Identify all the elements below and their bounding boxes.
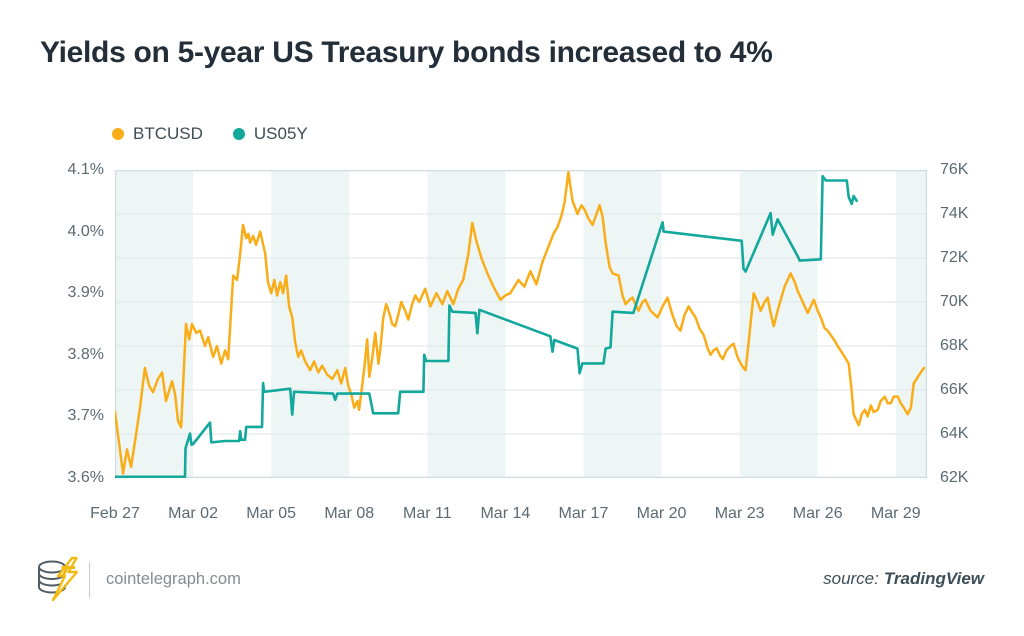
footer-divider bbox=[89, 562, 90, 598]
legend-item-btcusd: BTCUSD bbox=[112, 124, 203, 144]
btcusd-series-dot-icon bbox=[112, 128, 124, 140]
right-axis-tick-label: 66K bbox=[940, 381, 969, 398]
plot-band bbox=[661, 170, 740, 478]
legend-label-us05y: US05Y bbox=[253, 124, 308, 143]
series-line-us05y bbox=[115, 174, 858, 478]
x-axis-tick-label: Mar 02 bbox=[168, 505, 218, 522]
plot-band bbox=[349, 170, 428, 478]
x-axis-tick-label: Mar 26 bbox=[792, 505, 843, 522]
chart-legend: BTCUSD US05Y bbox=[112, 124, 324, 144]
series-line-btcusd bbox=[115, 170, 926, 475]
chart-title: Yields on 5-year US Treasury bonds incre… bbox=[40, 36, 773, 69]
plot-band bbox=[817, 170, 896, 478]
right-axis-tick-label: 76K bbox=[940, 161, 969, 178]
x-axis-tick-label: Mar 23 bbox=[714, 505, 765, 522]
x-axis-tick-label: Mar 17 bbox=[558, 505, 609, 522]
right-axis-tick-label: 70K bbox=[940, 293, 969, 310]
x-axis-tick-label: Mar 11 bbox=[402, 505, 452, 522]
x-axis-tick-label: Mar 14 bbox=[480, 505, 531, 522]
right-axis-tick-label: 68K bbox=[940, 337, 969, 354]
x-axis-tick-label: Mar 20 bbox=[636, 505, 687, 522]
x-axis-tick-label: Feb 27 bbox=[90, 505, 140, 522]
source-name: TradingView bbox=[883, 569, 984, 588]
right-axis-tick-label: 72K bbox=[940, 249, 969, 266]
legend-item-us05y: US05Y bbox=[232, 124, 308, 144]
plot-band bbox=[271, 170, 350, 478]
left-axis-tick-label: 4.1% bbox=[67, 161, 104, 178]
plot-area bbox=[115, 170, 927, 478]
left-axis-tick-label: 3.7% bbox=[67, 407, 104, 425]
right-axis-tick-label: 62K bbox=[940, 469, 969, 486]
plot-border bbox=[115, 170, 927, 478]
left-axis-tick-label: 3.9% bbox=[67, 284, 104, 302]
us05y-series-dot-icon bbox=[232, 128, 245, 140]
legend-label-btcusd: BTCUSD bbox=[133, 124, 203, 143]
x-axis-tick-label: Mar 08 bbox=[324, 505, 375, 522]
right-axis-tick-label: 74K bbox=[940, 205, 969, 222]
footer-site-label: cointelegraph.com bbox=[106, 570, 241, 588]
plot-band bbox=[193, 170, 272, 478]
plot-band bbox=[583, 170, 662, 478]
cointelegraph-logo-icon bbox=[36, 556, 82, 607]
left-axis-tick-label: 3.6% bbox=[67, 469, 104, 486]
source-credit: source: TradingView bbox=[823, 569, 984, 589]
right-axis-tick-label: 64K bbox=[940, 425, 969, 442]
left-axis-tick-label: 4.0% bbox=[67, 222, 104, 240]
left-axis-tick-label: 3.8% bbox=[67, 345, 104, 363]
plot-band bbox=[895, 170, 927, 478]
x-axis-tick-label: Mar 05 bbox=[246, 505, 297, 522]
plot-band bbox=[115, 170, 194, 478]
x-axis-tick-label: Mar 29 bbox=[870, 505, 921, 522]
plot-band bbox=[427, 170, 506, 478]
source-prefix: source: bbox=[823, 569, 879, 588]
